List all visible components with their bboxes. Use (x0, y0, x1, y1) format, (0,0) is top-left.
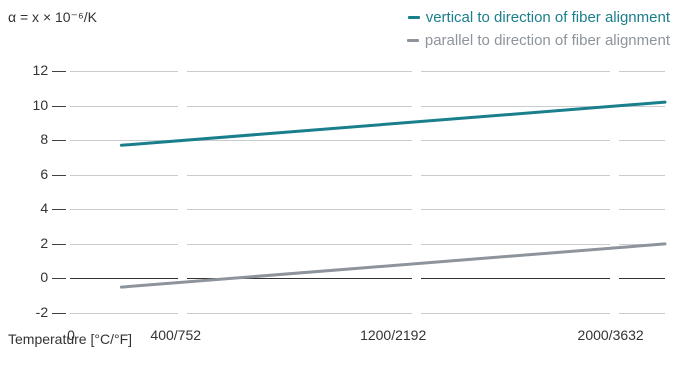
x-tick-label: 1200/2192 (360, 327, 427, 343)
x-axis-label: Temperature [°C/°F] (8, 331, 133, 347)
x-tick-label: 400/752 (150, 327, 202, 343)
y-tick-label: 2 — (40, 234, 66, 251)
legend-swatch-parallel (406, 39, 419, 42)
legend-item-vertical: vertical to direction of fiber alignment (407, 9, 670, 26)
y-tick-label: 0 — (40, 269, 66, 286)
y-tick-label: 10 — (32, 96, 66, 113)
y-axis-label: α = x × 10⁻⁶/K (8, 9, 97, 25)
y-tick-label: -2 — (35, 304, 66, 320)
y-tick-label: 8 — (40, 131, 66, 148)
legend-item-parallel: parallel to direction of fiber alignment (406, 32, 670, 49)
y-tick-label: 12 — (32, 62, 66, 78)
grid-lines (70, 71, 665, 314)
legend-swatch-vertical (407, 16, 420, 19)
legend-label-parallel: parallel to direction of fiber alignment (424, 32, 670, 49)
series-lines (119, 100, 667, 289)
series-line-parallel (119, 242, 667, 289)
series-line-vertical (119, 100, 667, 147)
x-tick-label: 0 (67, 327, 75, 343)
y-tick-label: 6 — (40, 165, 66, 182)
y-tick-label: 4 — (40, 200, 66, 217)
legend-label-vertical: vertical to direction of fiber alignment (425, 9, 670, 26)
x-tick-label: 2000/3632 (577, 327, 644, 343)
